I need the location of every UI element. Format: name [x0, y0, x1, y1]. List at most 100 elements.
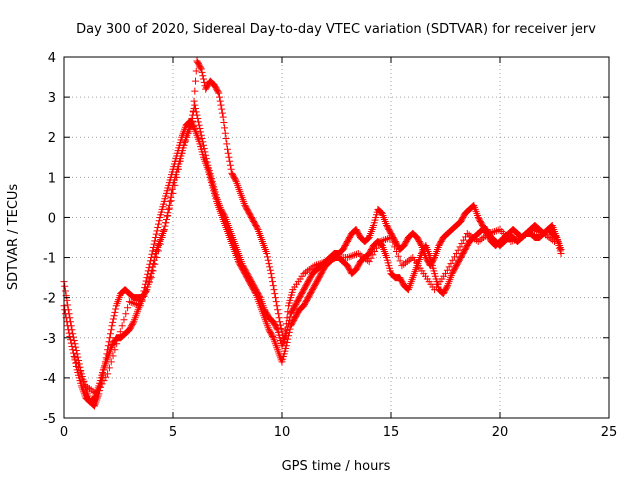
data-point	[226, 157, 234, 165]
data-point	[532, 227, 540, 235]
data-point	[525, 228, 533, 236]
data-point	[160, 226, 168, 234]
x-tick-label: 20	[492, 425, 509, 440]
data-point	[192, 108, 200, 116]
data-point	[64, 301, 72, 309]
data-point	[140, 292, 148, 300]
data-point	[274, 306, 282, 314]
data-point	[221, 129, 229, 137]
data-point	[69, 330, 77, 338]
data-point	[217, 101, 225, 109]
data-point	[153, 254, 161, 262]
data-point	[284, 308, 292, 316]
data-point	[356, 251, 364, 259]
data-point	[491, 227, 499, 235]
data-point	[194, 115, 202, 123]
data-point	[303, 267, 311, 275]
data-point	[492, 227, 500, 235]
data-point	[358, 252, 366, 260]
data-point	[269, 332, 277, 340]
data-point	[109, 318, 117, 326]
data-point	[331, 254, 339, 262]
data-point	[87, 386, 95, 394]
data-point	[512, 236, 520, 244]
data-point	[103, 350, 111, 358]
data-point	[320, 258, 328, 266]
data-point	[171, 181, 179, 189]
data-point	[520, 232, 528, 240]
data-point	[329, 255, 337, 263]
data-point	[218, 105, 226, 113]
data-point	[105, 338, 113, 346]
data-point	[127, 298, 135, 306]
data-point	[266, 266, 274, 274]
data-point	[219, 113, 227, 121]
data-point	[489, 228, 497, 236]
data-point	[269, 278, 277, 286]
data-point	[398, 262, 406, 270]
data-point	[73, 359, 81, 367]
data-point	[82, 382, 90, 390]
grid	[64, 57, 609, 418]
data-point	[200, 141, 208, 149]
data-point	[199, 72, 207, 80]
data-point	[302, 268, 310, 276]
data-point	[165, 204, 173, 212]
data-point	[223, 140, 231, 148]
x-tick-label: 15	[383, 425, 400, 440]
data-point	[178, 149, 186, 157]
y-tick-label: -4	[43, 372, 56, 387]
data-point	[164, 211, 172, 219]
data-point	[73, 350, 81, 358]
data-point	[516, 234, 524, 242]
data-point	[557, 250, 565, 258]
data-point	[253, 224, 261, 232]
data-point	[449, 256, 457, 264]
data-point	[220, 119, 228, 127]
data-point	[65, 329, 73, 337]
data-point	[112, 305, 120, 313]
data-point	[122, 310, 130, 318]
y-tick-label: 3	[48, 91, 56, 106]
data-point	[354, 250, 362, 258]
y-tick-label: -5	[43, 412, 56, 427]
data-point	[227, 165, 235, 173]
data-point	[400, 260, 408, 268]
data-point	[521, 231, 529, 239]
data-point	[347, 252, 355, 260]
data-point	[153, 227, 161, 235]
data-point	[392, 248, 400, 256]
data-point	[138, 297, 146, 305]
data-point	[85, 385, 93, 393]
data-point	[362, 255, 370, 263]
data-point	[456, 243, 464, 251]
x-tick-label: 5	[169, 425, 177, 440]
data-point	[203, 158, 211, 166]
data-point	[272, 298, 280, 306]
data-point	[374, 241, 382, 249]
data-point	[150, 240, 158, 248]
data-point	[183, 133, 191, 141]
data-point	[144, 283, 152, 291]
data-point	[545, 234, 553, 241]
data-point	[318, 259, 326, 267]
data-point	[417, 240, 425, 248]
data-point	[465, 231, 473, 239]
data-point	[64, 306, 72, 314]
data-point	[471, 235, 479, 243]
data-point	[78, 373, 86, 381]
plot-frame	[63, 56, 610, 419]
data-point	[124, 304, 132, 312]
data-point	[480, 234, 488, 241]
data-point	[189, 107, 197, 115]
data-point	[148, 266, 156, 274]
data-point	[445, 263, 453, 271]
data-point	[523, 229, 531, 237]
data-point	[155, 217, 163, 225]
data-point	[382, 236, 390, 244]
data-point	[300, 270, 308, 278]
data-point	[271, 290, 279, 298]
data-point	[158, 234, 166, 241]
data-point	[147, 274, 155, 282]
data-point	[75, 363, 83, 371]
